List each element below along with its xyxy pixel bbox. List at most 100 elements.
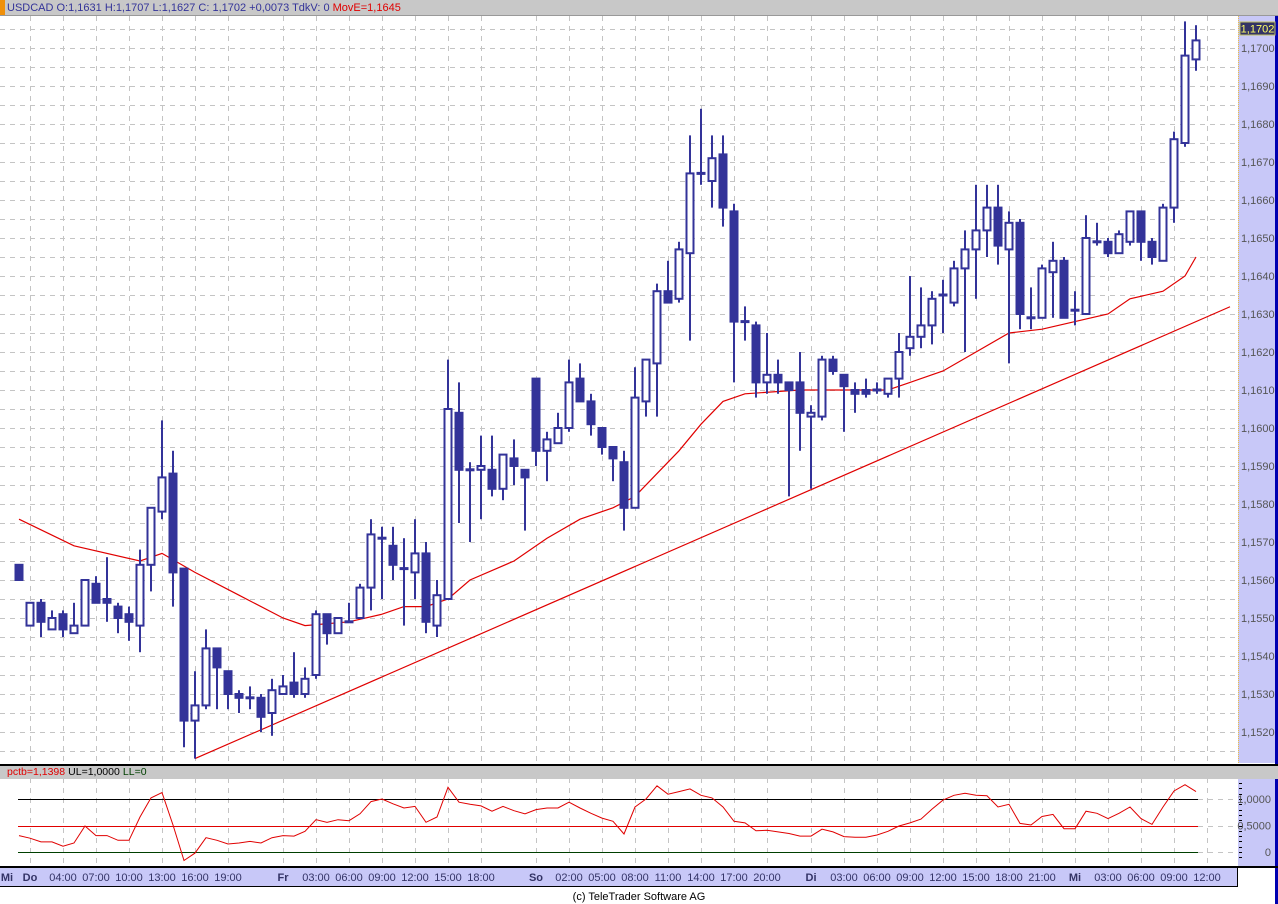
candle <box>806 405 816 489</box>
trendline <box>194 306 1231 760</box>
candle <box>102 557 112 622</box>
y-tick-label: 1,1630 <box>1241 309 1275 321</box>
candle-body-down <box>223 670 233 695</box>
candle <box>839 373 849 432</box>
candle <box>25 601 35 627</box>
quote-summary: USDCAD O:1,1631 H:1,1707 L:1,1627 C: 1,1… <box>7 2 330 14</box>
candle <box>212 647 222 710</box>
candle <box>36 599 46 637</box>
candle <box>520 468 530 531</box>
candle-body-down <box>1136 210 1146 243</box>
price-axis[interactable] <box>1238 16 1275 763</box>
candle-body-up <box>564 381 574 429</box>
y-tick-label: 1,1520 <box>1241 727 1275 739</box>
candle <box>564 359 574 432</box>
time-axis-label: 06:00 <box>335 872 363 884</box>
candle-body-up <box>1037 267 1047 319</box>
candle-body-up <box>674 248 684 300</box>
candle-body-up <box>817 358 827 418</box>
chart-header: USDCAD O:1,1631 H:1,1707 L:1,1627 C: 1,1… <box>0 0 1278 16</box>
y-tick-label: 1,1540 <box>1241 651 1275 663</box>
candles <box>14 21 1201 759</box>
candle <box>872 382 882 394</box>
time-axis-label: 16:00 <box>181 872 209 884</box>
time-axis-label: 12:00 <box>1193 872 1221 884</box>
candle <box>850 382 860 413</box>
candle <box>894 333 904 398</box>
time-axis-label: 09:00 <box>1160 872 1188 884</box>
candle-body-down <box>124 613 134 623</box>
candle <box>1180 21 1190 147</box>
candle-body-up <box>883 377 893 395</box>
time-axis-label: Fr <box>278 872 290 884</box>
candle <box>751 321 761 398</box>
candle-body-up <box>652 290 662 365</box>
candle-body-up <box>267 689 277 715</box>
candle <box>1169 131 1179 223</box>
candle <box>1191 25 1201 71</box>
candle <box>278 675 288 696</box>
candle-body-up <box>916 324 926 338</box>
candle-body-up <box>1191 39 1201 61</box>
candle <box>366 519 376 611</box>
candle-body-up <box>542 438 552 452</box>
candle <box>597 427 607 455</box>
time-axis[interactable] <box>0 868 1238 886</box>
candle-body-down <box>531 377 541 452</box>
candle <box>454 382 464 523</box>
candle-body-up <box>1180 54 1190 144</box>
candle-body-down <box>36 601 46 623</box>
candle <box>498 453 508 501</box>
candle-body-doji <box>344 620 354 624</box>
candle <box>509 439 519 485</box>
candle <box>91 576 101 604</box>
candle-body-up <box>355 586 365 619</box>
candle <box>784 381 794 497</box>
time-axis-label: 09:00 <box>896 872 924 884</box>
candle-body-up <box>982 206 992 232</box>
candle-body-down <box>663 290 673 304</box>
candle-body-up <box>1048 259 1058 274</box>
candle-body-doji <box>696 171 706 175</box>
time-axis-labels: Mi Do 04:00 07:00 10:00 13:00 16:00 19:00 Fr 03:0… <box>1 872 1221 884</box>
candle-body-up <box>1114 233 1124 255</box>
current-price-label: 1,1702 <box>1241 24 1275 36</box>
time-axis-label: Do <box>23 872 38 884</box>
y-tick-label: 1,1670 <box>1241 157 1275 169</box>
time-axis-label: Mi <box>1 872 13 884</box>
candle <box>685 135 695 341</box>
candle-body-up <box>135 563 145 627</box>
y-tick-label: 1,1660 <box>1241 195 1275 207</box>
candle-body-up <box>630 396 640 509</box>
candle-body-up <box>498 453 508 490</box>
time-axis-label: 04:00 <box>49 872 77 884</box>
candle <box>47 610 57 631</box>
candle <box>773 359 783 394</box>
y-tick-label: 1,1700 <box>1241 43 1275 55</box>
candle <box>311 610 321 679</box>
candle-body-up <box>432 594 442 627</box>
indicator-tick-label: 1,0000 <box>1237 794 1271 806</box>
candle <box>289 652 299 698</box>
candle <box>1125 210 1135 246</box>
candle <box>399 538 409 626</box>
candle-body-down <box>421 552 431 623</box>
candle <box>1026 287 1036 330</box>
trendline-segment[interactable] <box>194 306 1231 760</box>
indicator-axis[interactable] <box>1238 778 1275 867</box>
candle-body-down <box>102 598 112 604</box>
time-axis-label: 05:00 <box>588 872 616 884</box>
candle <box>817 355 827 421</box>
candle <box>641 358 651 417</box>
candle <box>718 135 728 227</box>
candle-body-up <box>553 427 563 445</box>
candle <box>245 686 255 710</box>
ma-value: MovE=1,1645 <box>332 2 401 14</box>
right-border <box>1275 16 1278 904</box>
candle <box>652 283 662 417</box>
time-axis-label: 12:00 <box>401 872 429 884</box>
indicator-tick-label: 0,5000 <box>1237 821 1271 833</box>
candle <box>157 420 167 520</box>
candle <box>1114 230 1124 255</box>
